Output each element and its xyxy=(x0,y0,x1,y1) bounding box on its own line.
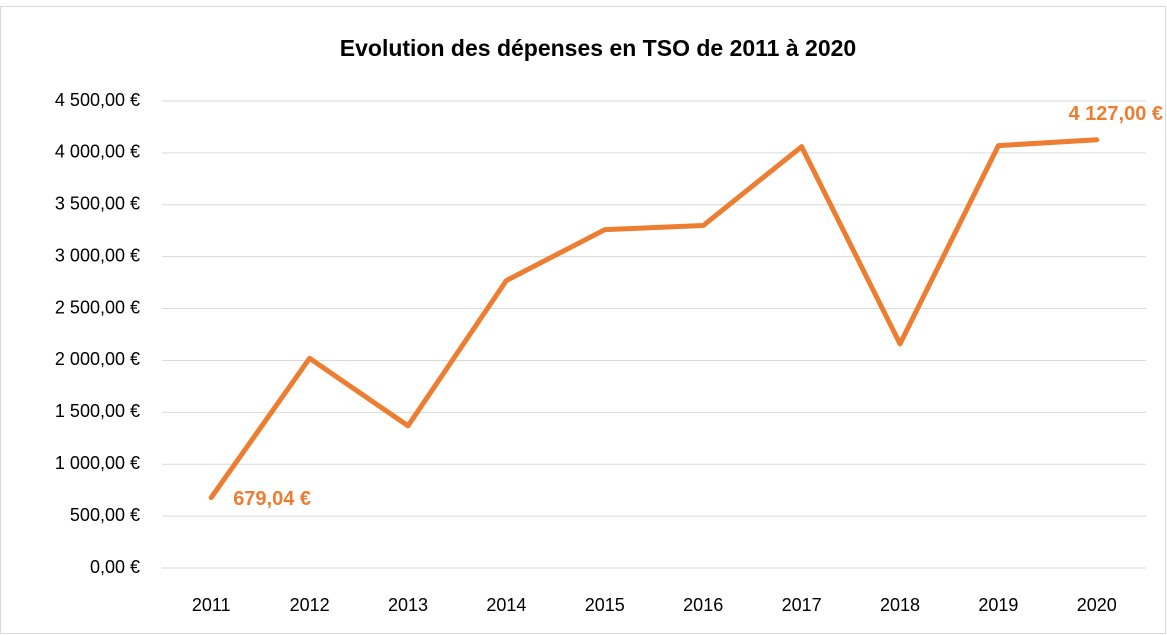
x-tick-label: 2018 xyxy=(880,595,920,615)
y-tick-label: 4 000,00 € xyxy=(55,142,140,162)
x-tick-label: 2019 xyxy=(978,595,1018,615)
chart-title: Evolution des dépenses en TSO de 2011 à … xyxy=(340,35,856,61)
x-tick-label: 2011 xyxy=(192,595,231,615)
y-tick-label: 4 500,00 € xyxy=(55,90,140,110)
x-tick-label: 2013 xyxy=(388,595,428,615)
x-tick-label: 2015 xyxy=(585,595,625,615)
y-tick-label: 0,00 € xyxy=(90,557,140,577)
x-tick-label: 2016 xyxy=(683,595,723,615)
x-tick-label: 2014 xyxy=(486,595,526,615)
chart-frame xyxy=(0,6,1166,634)
x-tick-label: 2012 xyxy=(290,595,330,615)
y-tick-label: 3 000,00 € xyxy=(55,245,140,265)
x-tick-label: 2017 xyxy=(782,595,822,615)
y-tick-label: 1 000,00 € xyxy=(55,453,140,473)
x-tick-label: 2020 xyxy=(1077,595,1117,615)
y-tick-label: 500,00 € xyxy=(70,505,140,525)
data-line xyxy=(208,137,1100,501)
y-tick-label: 3 500,00 € xyxy=(55,194,140,214)
y-tick-label: 2 000,00 € xyxy=(55,349,140,369)
data-label: 679,04 € xyxy=(233,488,311,510)
y-tick-label: 1 500,00 € xyxy=(55,401,140,421)
data-label: 4 127,00 € xyxy=(1068,103,1163,125)
y-tick-label: 2 500,00 € xyxy=(55,297,140,317)
